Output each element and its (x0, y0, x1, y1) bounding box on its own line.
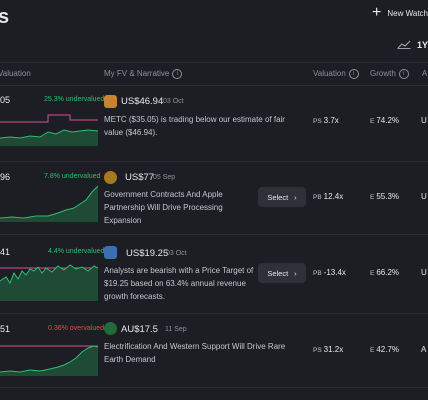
chevron-right-icon: › (294, 268, 297, 278)
truncated-cell: U (421, 192, 427, 201)
new-watchlist-label: New Watch (387, 8, 428, 18)
growth-metric: E 66.2% (370, 268, 399, 277)
company-logo (104, 95, 117, 108)
narrative-date: 03 Oct (166, 250, 187, 257)
truncated-cell: U (421, 116, 427, 125)
col-fv-narrative[interactable]: My FV & Narrative i (104, 69, 183, 79)
col-growth-label: Growth (370, 69, 396, 79)
undervalued-label: 7.8% undervalued (44, 173, 101, 180)
valuation-prefix: PB (313, 194, 322, 201)
growth-value: 42.7% (376, 345, 400, 354)
narrative-text[interactable]: Analysts are bearish with a Price Target… (104, 266, 254, 301)
col-cut: A (422, 69, 428, 78)
table-row[interactable]: 05 25.3% undervalued US$46.94 03 Oct MET… (0, 86, 428, 162)
valuation-prefix: PS (313, 347, 322, 354)
valuation-metric: PB 12.4x (313, 192, 343, 201)
range-1y-label[interactable]: 1Y (416, 40, 428, 50)
narrative-date: 03 Oct (163, 98, 184, 105)
table-row[interactable]: 96 7.8% undervalued US$77 05 Sep Governm… (0, 162, 428, 235)
col-valuation-left[interactable]: Valuation (0, 69, 31, 78)
narrative-date: 11 Sep (165, 326, 187, 333)
table-row[interactable]: 41 4.4% undervalued US$19.25 03 Oct Anal… (0, 235, 428, 314)
undervalued-label: 25.3% undervalued (44, 96, 105, 103)
select-label: Select (267, 192, 289, 202)
growth-prefix: E (370, 118, 375, 125)
narrative-text[interactable]: Government Contracts And Apple Partnersh… (104, 190, 223, 225)
page-title: s (0, 6, 10, 28)
growth-value: 55.3% (376, 192, 400, 201)
valuation-prefix: PS (313, 118, 322, 125)
col-growth[interactable]: Growth i (370, 69, 409, 79)
company-logo (104, 322, 117, 335)
col-fv-narrative-label: My FV & Narrative (104, 69, 170, 79)
growth-prefix: E (370, 347, 375, 354)
narrative-text[interactable]: METC ($35.05) is trading below our estim… (104, 115, 285, 137)
select-button[interactable]: Select › (258, 263, 306, 283)
info-icon[interactable]: i (398, 69, 409, 79)
growth-value: 66.2% (376, 268, 400, 277)
valuation-metric: PS 3.7x (313, 116, 339, 125)
table-header: Valuation My FV & Narrative i Valuation i … (0, 62, 428, 86)
info-icon[interactable]: i (348, 69, 359, 79)
chart-range-toggle[interactable]: 1Y (397, 36, 428, 54)
price-value: 51 (0, 324, 11, 334)
chevron-right-icon: › (294, 192, 297, 202)
growth-value: 74.2% (376, 116, 400, 125)
truncated-cell: U (421, 268, 427, 277)
fair-value: US$77 (125, 172, 155, 183)
col-valuation[interactable]: Valuation i (313, 69, 359, 79)
growth-metric: E 55.3% (370, 192, 399, 201)
price-sparkline (0, 110, 98, 146)
col-valuation-label: Valuation (313, 69, 346, 79)
price-sparkline (0, 259, 98, 301)
new-watchlist-button[interactable]: + New Watch (372, 4, 428, 21)
valuation-value: -13.4x (323, 268, 346, 277)
fair-value: AU$17.5 (121, 324, 158, 335)
table-row[interactable]: 51 0.36% overvalued AU$17.5 11 Sep Elect… (0, 314, 428, 388)
growth-metric: E 42.7% (370, 345, 399, 354)
select-label: Select (267, 268, 289, 278)
price-sparkline (0, 338, 98, 376)
price-value: 96 (0, 172, 11, 182)
undervalued-label: 0.36% overvalued (48, 325, 105, 332)
price-value: 05 (0, 95, 11, 105)
company-logo (104, 171, 117, 184)
price-value: 41 (0, 247, 11, 257)
growth-metric: E 74.2% (370, 116, 399, 125)
valuation-value: 12.4x (323, 192, 344, 201)
valuation-metric: PB -13.4x (313, 268, 346, 277)
narrative-text[interactable]: Electrification And Western Support Will… (104, 342, 286, 364)
valuation-value: 31.2x (323, 345, 344, 354)
fair-value: US$46.94 (121, 96, 164, 107)
price-sparkline (0, 182, 98, 222)
chart-icon[interactable] (397, 36, 411, 54)
narrative-date: 05 Sep (153, 174, 176, 181)
company-logo (104, 246, 117, 259)
truncated-cell: A (421, 345, 427, 354)
plus-icon: + (372, 4, 382, 21)
info-icon[interactable]: i (172, 69, 183, 79)
fair-value: US$19.25 (126, 248, 169, 259)
select-button[interactable]: Select › (258, 187, 306, 207)
valuation-metric: PS 31.2x (313, 345, 343, 354)
growth-prefix: E (370, 270, 375, 277)
undervalued-label: 4.4% undervalued (48, 248, 105, 255)
valuation-value: 3.7x (323, 116, 339, 125)
valuation-prefix: PB (313, 270, 322, 277)
growth-prefix: E (370, 194, 375, 201)
